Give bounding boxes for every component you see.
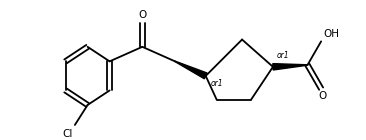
Text: OH: OH (323, 29, 339, 39)
Text: or1: or1 (277, 51, 289, 60)
Text: or1: or1 (210, 79, 223, 88)
Polygon shape (175, 61, 207, 79)
Text: O: O (318, 91, 326, 101)
Polygon shape (273, 64, 307, 70)
Text: Cl: Cl (63, 129, 73, 139)
Text: O: O (138, 10, 146, 20)
